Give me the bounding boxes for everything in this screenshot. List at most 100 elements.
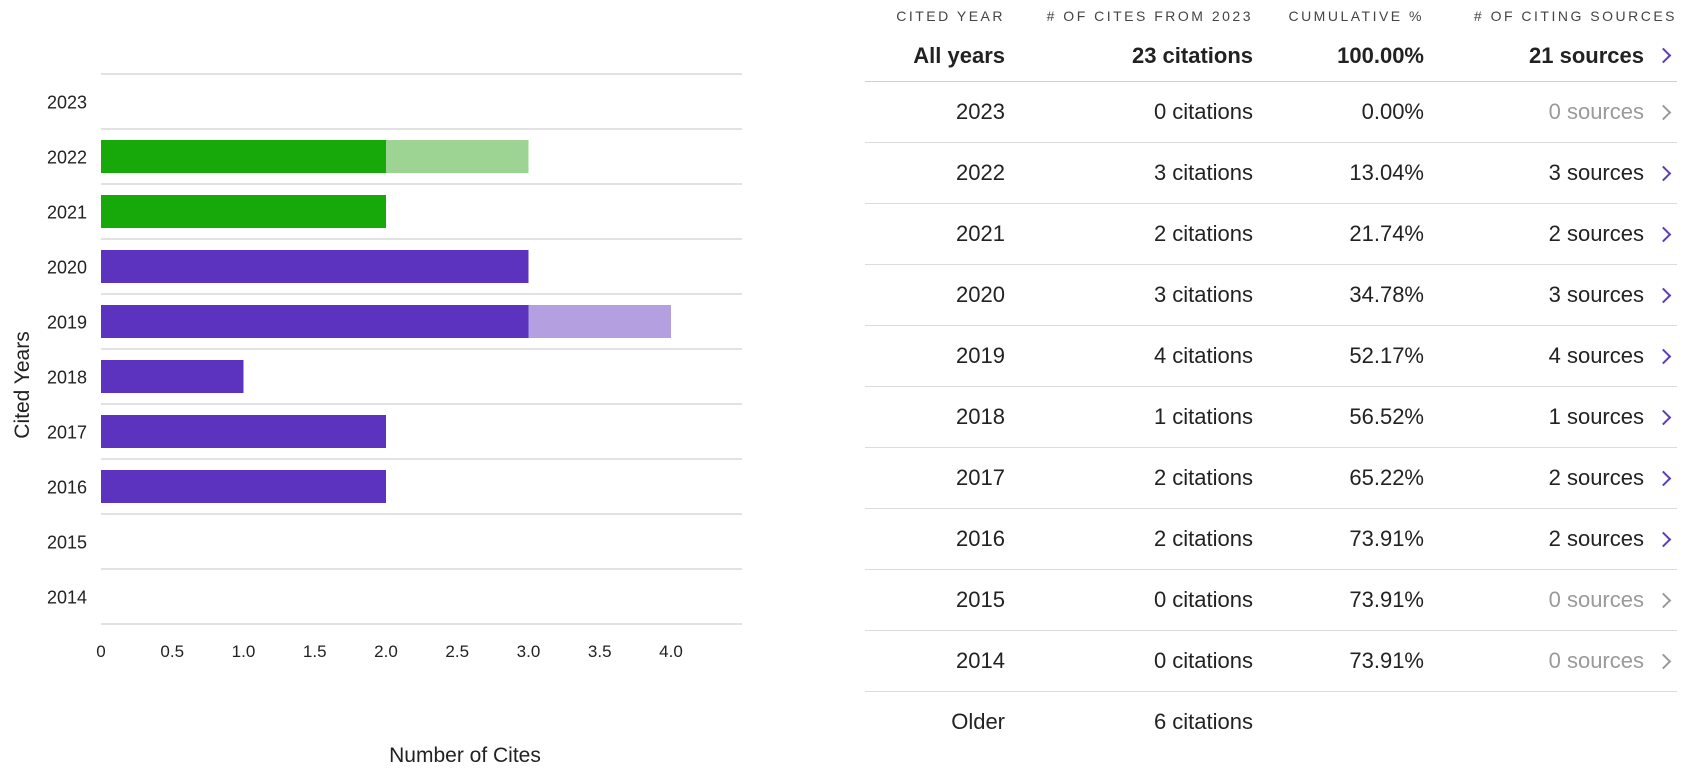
row-year: 2020 — [956, 282, 1005, 307]
row-cumulative: 34.78% — [1349, 282, 1424, 307]
row-cites: 4 citations — [1153, 343, 1253, 368]
row-cumulative: 21.74% — [1349, 221, 1424, 246]
table-row: 2016 2 citations 73.91% 2 sources — [865, 509, 1677, 570]
x-tick-label: 0.5 — [160, 642, 184, 661]
header-cumulative: CUMULATIVE % — [1288, 8, 1424, 24]
table-row: 2018 1 citations 56.52% 1 sources — [865, 387, 1677, 448]
y-tick-label: 2018 — [47, 368, 87, 388]
older-year: Older — [951, 709, 1005, 734]
row-sources: 3 sources — [1548, 160, 1644, 185]
row-sources-link[interactable]: 0 sources — [1424, 99, 1677, 125]
table-row: 2019 4 citations 52.17% 4 sources — [865, 326, 1677, 387]
y-tick-label: 2019 — [47, 313, 87, 333]
row-sources-link[interactable]: 0 sources — [1424, 648, 1677, 674]
row-year: 2014 — [956, 648, 1005, 673]
y-tick-label: 2021 — [47, 203, 87, 223]
x-tick-label: 1.0 — [232, 642, 256, 661]
citations-table: CITED YEAR # OF CITES FROM 2023 CUMULATI… — [865, 0, 1677, 752]
bars — [101, 140, 671, 503]
y-tick-label: 2014 — [47, 588, 87, 608]
row-cites: 1 citations — [1153, 404, 1253, 429]
row-cites: 2 citations — [1153, 465, 1253, 490]
row-sources-link[interactable]: 3 sources — [1424, 160, 1677, 186]
y-tick-label: 2015 — [47, 533, 87, 553]
row-sources-link[interactable]: 0 sources — [1424, 587, 1677, 613]
chevron-right-icon — [1655, 165, 1672, 181]
bar-2018-segment-1 — [101, 360, 244, 393]
table-body: 2023 0 citations 0.00% 0 sources 2022 3 citat… — [865, 82, 1677, 692]
row-sources-link[interactable]: 4 sources — [1424, 343, 1677, 369]
row-year: 2017 — [956, 465, 1005, 490]
row-cumulative: 0.00% — [1361, 99, 1424, 124]
total-cumulative: 100.00% — [1337, 42, 1424, 68]
total-sources: 21 sources — [1529, 42, 1644, 68]
y-axis-title: Cited Years — [11, 331, 34, 438]
bar-2017-segment-1 — [101, 415, 386, 448]
table-row-total: All years 23 citations 100.00% 21 source… — [865, 30, 1677, 82]
y-tick-label: 2016 — [47, 478, 87, 498]
total-cites: 23 citations — [1131, 42, 1253, 68]
row-sources: 0 sources — [1548, 99, 1644, 124]
chevron-right-icon — [1655, 226, 1672, 242]
x-tick-label: 3.5 — [588, 642, 612, 661]
chevron-right-icon — [1655, 653, 1672, 669]
row-cites: 0 citations — [1153, 587, 1253, 612]
row-sources: 2 sources — [1548, 465, 1644, 490]
y-tick-label: 2020 — [47, 258, 87, 278]
row-year: 2021 — [956, 221, 1005, 246]
table-row: 2017 2 citations 65.22% 2 sources — [865, 448, 1677, 509]
bar-2021-segment-1 — [101, 195, 386, 228]
y-tick-label: 2022 — [47, 148, 87, 168]
table-row: 2014 0 citations 73.91% 0 sources — [865, 631, 1677, 692]
row-year: 2019 — [956, 343, 1005, 368]
table-row: 2023 0 citations 0.00% 0 sources — [865, 82, 1677, 143]
row-cumulative: 52.17% — [1349, 343, 1424, 368]
row-sources-link[interactable]: 3 sources — [1424, 282, 1677, 308]
bar-2022-segment-2 — [386, 140, 529, 173]
row-sources-link[interactable]: 2 sources — [1424, 221, 1677, 247]
row-sources: 0 sources — [1548, 648, 1644, 673]
chevron-right-icon — [1655, 47, 1672, 64]
total-year: All years — [913, 42, 1005, 68]
chevron-right-icon — [1655, 592, 1672, 608]
x-tick-label: 4.0 — [659, 642, 683, 661]
row-sources: 4 sources — [1548, 343, 1644, 368]
x-tick-label: 2.0 — [374, 642, 398, 661]
row-sources-link[interactable]: 2 sources — [1424, 465, 1677, 491]
row-sources: 2 sources — [1548, 526, 1644, 551]
row-cumulative: 56.52% — [1349, 404, 1424, 429]
citations-bar-chart: 2023 2022 2021 2020 2019 2018 2017 2016 2015 2014… — [11, 73, 742, 767]
row-cumulative: 73.91% — [1349, 587, 1424, 612]
table-row: 2015 0 citations 73.91% 0 sources — [865, 570, 1677, 631]
row-year: 2022 — [956, 160, 1005, 185]
bar-2022-segment-1 — [101, 140, 386, 173]
header-cites: # OF CITES FROM 2023 — [1046, 8, 1253, 24]
row-sources-link[interactable]: 2 sources — [1424, 526, 1677, 552]
row-year: 2023 — [956, 99, 1005, 124]
row-sources-link[interactable]: 1 sources — [1424, 404, 1677, 430]
row-cumulative: 65.22% — [1349, 465, 1424, 490]
chevron-right-icon — [1655, 409, 1672, 425]
chevron-right-icon — [1655, 104, 1672, 120]
x-tick-label: 3.0 — [517, 642, 541, 661]
table-row: 2021 2 citations 21.74% 2 sources — [865, 204, 1677, 265]
row-cumulative: 73.91% — [1349, 648, 1424, 673]
bar-2016-segment-1 — [101, 470, 386, 503]
header-cited-year: CITED YEAR — [896, 8, 1005, 24]
row-cumulative: 13.04% — [1349, 160, 1424, 185]
table-header: CITED YEAR # OF CITES FROM 2023 CUMULATI… — [865, 0, 1677, 30]
row-year: 2016 — [956, 526, 1005, 551]
row-cites: 3 citations — [1153, 282, 1253, 307]
y-tick-labels: 2023 2022 2021 2020 2019 2018 2017 2016 2015 2014 — [47, 93, 87, 608]
total-sources-link[interactable]: 21 sources — [1424, 43, 1677, 69]
x-tick-label: 2.5 — [445, 642, 469, 661]
row-year: 2018 — [956, 404, 1005, 429]
row-cumulative: 73.91% — [1349, 526, 1424, 551]
y-tick-label: 2017 — [47, 423, 87, 443]
row-cites: 2 citations — [1153, 526, 1253, 551]
table-row: 2020 3 citations 34.78% 3 sources — [865, 265, 1677, 326]
table-row-older: Older 6 citations — [865, 692, 1677, 752]
chevron-right-icon — [1655, 531, 1672, 547]
y-tick-label: 2023 — [47, 93, 87, 113]
table-row: 2022 3 citations 13.04% 3 sources — [865, 143, 1677, 204]
